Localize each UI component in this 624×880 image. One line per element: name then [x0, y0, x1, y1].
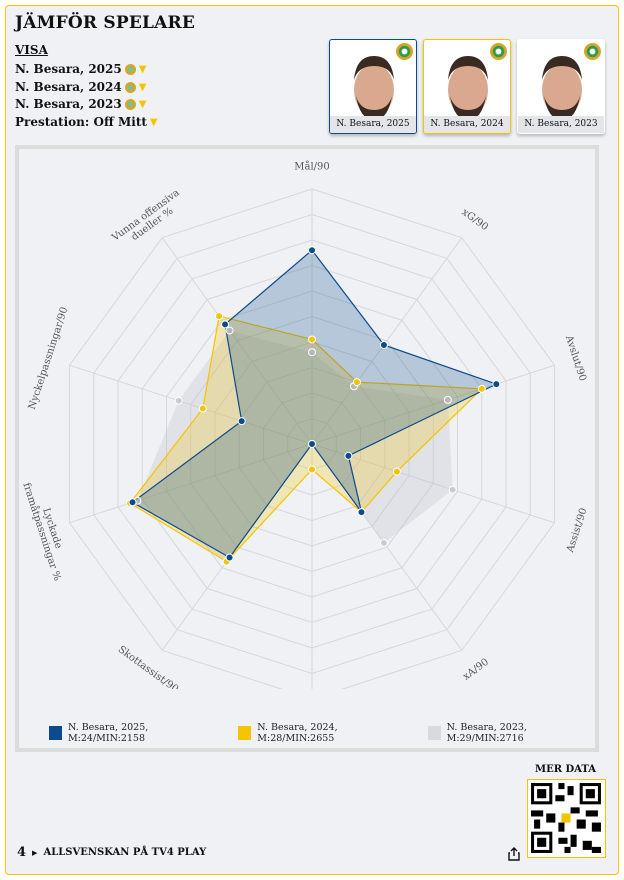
tv4-logo: 4 — [17, 845, 27, 860]
option-prestation[interactable]: Prestation: Off Mitt ▼ — [15, 115, 158, 129]
data-point — [308, 335, 316, 344]
option-player-2023[interactable]: N. Besara, 2023 ▼ — [15, 97, 146, 111]
data-point — [352, 378, 361, 387]
grid-axis — [161, 237, 313, 445]
axis-label: Skottassist/90 — [116, 644, 180, 689]
player-photo — [354, 56, 394, 120]
axis-label: Lyckadeframåtpassningar % — [20, 478, 73, 582]
player-card-0[interactable]: N. Besara, 2025 — [329, 39, 417, 134]
data-point — [174, 396, 183, 405]
play-triangle-icon: ▶ — [32, 848, 38, 857]
data-point — [392, 467, 401, 476]
legend-item-2024[interactable]: N. Besara, 2024, M:28/MIN:2655 — [238, 722, 405, 744]
axis-label: Mål/90 — [294, 161, 330, 173]
data-point — [308, 440, 316, 448]
data-point — [308, 465, 316, 474]
data-point — [492, 380, 501, 389]
data-point — [379, 340, 388, 349]
chart-legend: N. Besara, 2025, M:24/MIN:2158 N. Besara… — [49, 722, 595, 744]
legend-label: N. Besara, 2025, M:24/MIN:2158 — [67, 722, 149, 744]
data-point — [344, 451, 353, 460]
player-photo — [542, 56, 582, 120]
data-point — [215, 312, 224, 321]
option-label: N. Besara, 2025 — [15, 62, 122, 76]
radar-chart-box: Mål/90xG/90Avslut/90Assist/90xA/90Andraa… — [15, 145, 599, 752]
data-point — [128, 498, 137, 507]
data-point — [308, 348, 316, 357]
data-point — [357, 508, 366, 517]
data-point — [237, 417, 246, 426]
axis-label: xG/90 — [460, 207, 491, 233]
club-badge-icon — [124, 98, 136, 110]
tv4-play-link[interactable]: 4 ▶ ALLSVENSKAN PÅ TV4 PLAY — [17, 845, 206, 860]
club-badge-icon — [124, 63, 136, 75]
data-point — [221, 320, 230, 329]
axis-label: Avslut/90 — [563, 333, 588, 382]
player-card-2[interactable]: N. Besara, 2023 — [517, 39, 605, 134]
player-card-label: N. Besara, 2023 — [518, 116, 604, 133]
mer-data-label: MER DATA — [535, 764, 597, 775]
data-point — [443, 395, 452, 404]
footer-brand-text: ALLSVENSKAN PÅ TV4 PLAY — [43, 847, 207, 858]
legend-item-2025[interactable]: N. Besara, 2025, M:24/MIN:2158 — [49, 722, 216, 744]
data-point — [225, 326, 234, 335]
legend-swatch — [49, 726, 62, 740]
axis-label: Assist/90 — [565, 507, 590, 555]
axis-label: xA/90 — [461, 657, 491, 683]
player-card-1[interactable]: N. Besara, 2024 — [423, 39, 511, 134]
legend-swatch — [427, 726, 441, 740]
legend-label: N. Besara, 2024, M:28/MIN:2655 — [257, 722, 338, 744]
club-crest-icon — [584, 43, 601, 60]
dropdown-triangle-icon[interactable]: ▼ — [138, 81, 147, 93]
player-photo — [448, 56, 488, 120]
club-badge-icon — [124, 81, 136, 93]
club-crest-icon — [396, 43, 413, 60]
axis-label: Nyckelpassningar/90 — [27, 306, 71, 411]
series-area — [137, 330, 453, 562]
page-title: JÄMFÖR SPELARE — [15, 13, 196, 33]
share-icon[interactable] — [508, 846, 520, 865]
data-point — [225, 553, 234, 562]
player-card-label: N. Besara, 2025 — [330, 116, 416, 133]
data-point — [308, 246, 316, 255]
legend-item-2023[interactable]: N. Besara, 2023, M:29/MIN:2716 — [427, 722, 595, 744]
grid-axis — [311, 364, 555, 445]
grid-axis — [69, 443, 313, 524]
legend-label: N. Besara, 2023, M:29/MIN:2716 — [446, 722, 527, 744]
data-point — [198, 404, 207, 413]
visa-label: VISA — [15, 43, 48, 57]
axis-label: Vunna offensivadueller % — [109, 187, 188, 253]
data-point — [477, 384, 486, 393]
club-crest-icon — [490, 43, 507, 60]
option-player-2025[interactable]: N. Besara, 2025 ▼ — [15, 62, 146, 76]
option-label: N. Besara, 2024 — [15, 80, 122, 94]
option-label: Prestation: Off Mitt — [15, 115, 147, 129]
qr-code-icon[interactable] — [527, 779, 606, 858]
grid-axis — [311, 237, 463, 445]
dropdown-triangle-icon[interactable]: ▼ — [138, 63, 147, 75]
option-player-2024[interactable]: N. Besara, 2024 ▼ — [15, 80, 146, 94]
grid-axis — [69, 364, 313, 445]
data-point — [448, 485, 457, 494]
dropdown-triangle-icon[interactable]: ▼ — [149, 116, 158, 128]
dropdown-triangle-icon[interactable]: ▼ — [138, 98, 147, 110]
player-card-label: N. Besara, 2024 — [424, 116, 510, 133]
option-label: N. Besara, 2023 — [15, 97, 122, 111]
radar-chart: Mål/90xG/90Avslut/90Assist/90xA/90Andraa… — [20, 161, 590, 729]
grid-axis — [311, 443, 555, 524]
data-point — [379, 539, 388, 548]
legend-swatch — [238, 726, 252, 740]
